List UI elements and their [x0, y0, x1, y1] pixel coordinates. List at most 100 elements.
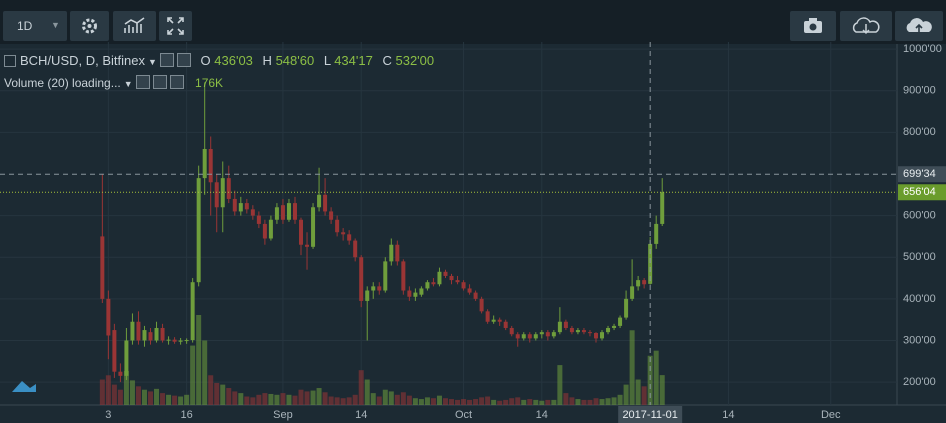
- volume-visibility[interactable]: [135, 75, 150, 89]
- candle-body: [311, 207, 316, 247]
- open-label: O: [200, 53, 211, 68]
- close-value: 532'00: [395, 53, 435, 68]
- volume-bar: [117, 389, 123, 405]
- volume-bar: [292, 395, 298, 405]
- fullscreen-button[interactable]: [159, 11, 192, 41]
- candle-body: [491, 319, 496, 322]
- x-tick-label: 14: [355, 409, 367, 421]
- volume-bar: [485, 396, 491, 405]
- snapshot-button[interactable]: [790, 11, 836, 41]
- volume-bar: [635, 379, 641, 405]
- toolbar: [0, 0, 946, 44]
- candle-body: [503, 321, 508, 328]
- volume-bar: [250, 397, 256, 405]
- volume-bar: [424, 397, 430, 405]
- y-tick-label: 1000'00: [903, 43, 942, 55]
- candle-body: [575, 330, 580, 333]
- candle-body: [256, 215, 261, 224]
- volume-format[interactable]: [152, 75, 167, 89]
- volume-bar: [629, 330, 635, 405]
- candle-body: [401, 261, 406, 291]
- volume-bar: [202, 340, 208, 405]
- y-tick-label: 600'00: [903, 209, 936, 221]
- volume-bar: [111, 384, 117, 405]
- collapse-box[interactable]: [4, 55, 16, 67]
- candle-body: [184, 340, 189, 342]
- candle-body: [190, 282, 195, 341]
- candle-body: [461, 282, 466, 289]
- high-value: 548'60: [275, 53, 315, 68]
- volume-bar: [533, 399, 539, 405]
- indicators-button[interactable]: [113, 11, 156, 41]
- candle-body: [593, 332, 598, 339]
- volume-bar: [442, 398, 448, 405]
- price-axis: [897, 44, 946, 405]
- candle-body: [299, 219, 304, 245]
- candle-body: [124, 340, 129, 376]
- symbol: BCH/USD, D, Bitfinex: [20, 53, 145, 68]
- candle-body: [389, 244, 394, 262]
- volume-legend: Volume (20) loading... ▼ 176K: [4, 75, 223, 90]
- volume-bar: [647, 355, 653, 405]
- candle-body: [196, 178, 201, 283]
- candle-body: [371, 286, 376, 291]
- y-tick-label: 500'00: [903, 251, 936, 263]
- volume-bar: [623, 384, 629, 405]
- volume-bar: [617, 394, 623, 405]
- candle-body: [178, 340, 183, 342]
- volume-bar: [238, 393, 244, 405]
- volume-bar: [605, 398, 611, 405]
- candle-body: [268, 219, 273, 239]
- volume-bar: [148, 391, 154, 405]
- save-button[interactable]: [895, 11, 943, 41]
- volume-bar: [346, 397, 352, 405]
- symbol-legend: BCH/USD, D, Bitfinex ▼ O 436'03 H 548'60 …: [4, 53, 434, 68]
- candle-body: [280, 205, 285, 220]
- volume-remove[interactable]: [169, 75, 184, 89]
- volume-bar: [286, 394, 292, 405]
- volume-bar: [467, 399, 473, 405]
- candle-body: [142, 330, 147, 341]
- candle-body: [527, 334, 532, 339]
- candle-body: [154, 327, 159, 341]
- x-tick-label: 16: [180, 409, 192, 421]
- candle-body: [654, 223, 659, 244]
- candle-body: [515, 334, 520, 339]
- volume-bar: [232, 391, 238, 405]
- interval-label: 1D: [17, 19, 33, 33]
- volume-bar: [244, 396, 250, 405]
- volume-bar: [196, 315, 202, 405]
- volume-bar: [479, 397, 485, 405]
- candle-body: [323, 194, 328, 212]
- candle-body: [581, 330, 586, 333]
- visibility-toggle[interactable]: [159, 53, 174, 67]
- volume-bar: [220, 384, 226, 405]
- symbol-arrow[interactable]: ▼: [147, 57, 157, 67]
- x-tick-label: 14: [722, 409, 734, 421]
- volume-bar: [358, 370, 364, 405]
- load-button[interactable]: [840, 11, 892, 41]
- volume-bar: [394, 394, 400, 405]
- volume-bar: [382, 389, 388, 405]
- volume-bar: [370, 393, 376, 405]
- camera-icon: [804, 18, 822, 33]
- candle-body: [238, 203, 243, 212]
- settings-button[interactable]: [70, 11, 109, 41]
- volume-arrow[interactable]: ▼: [123, 79, 133, 89]
- candle-body: [467, 288, 472, 293]
- candle-body: [341, 232, 346, 235]
- crosshair-date-box: [618, 406, 683, 423]
- candle-body: [383, 261, 388, 291]
- candle-body: [425, 282, 430, 289]
- candle-body: [100, 236, 105, 299]
- volume-bar: [226, 388, 232, 405]
- volume-bar: [166, 394, 172, 405]
- volume-bar: [105, 375, 111, 405]
- cloud-up-icon: [906, 18, 932, 33]
- volume-bar: [412, 398, 418, 405]
- candle-body: [642, 280, 647, 285]
- interval-button[interactable]: 1D ▼: [3, 11, 67, 41]
- volume-bar: [135, 386, 141, 405]
- format-toggle[interactable]: [176, 53, 191, 67]
